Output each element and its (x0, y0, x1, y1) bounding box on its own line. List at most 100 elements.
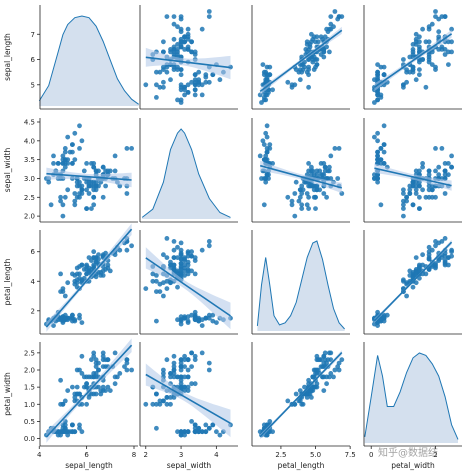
data-point (98, 391, 104, 397)
data-point (270, 87, 275, 93)
data-point (413, 255, 419, 260)
data-point (318, 161, 324, 166)
data-point (378, 318, 384, 324)
y-tick-label: 3.5 (24, 156, 35, 164)
data-point (318, 364, 324, 369)
data-point (175, 284, 180, 290)
data-point (442, 258, 448, 263)
data-point (168, 280, 173, 286)
data-point (410, 274, 416, 280)
data-point (296, 69, 302, 75)
panel-sepal_length-vs-sepal_width (139, 5, 238, 110)
data-point (175, 255, 180, 260)
data-point (261, 95, 267, 100)
data-point (171, 14, 177, 19)
data-point (100, 364, 106, 369)
data-point (84, 374, 89, 380)
data-point (178, 247, 184, 253)
data-point (264, 123, 270, 129)
data-point (72, 429, 78, 435)
data-point (62, 429, 68, 435)
data-point (199, 26, 205, 32)
data-point (150, 278, 156, 284)
data-point (206, 243, 212, 249)
data-point (178, 377, 184, 383)
data-point (171, 21, 177, 27)
data-point (336, 360, 342, 366)
data-point (429, 49, 435, 55)
data-point (171, 67, 177, 72)
data-point (100, 350, 106, 356)
data-point (192, 79, 198, 85)
data-point (404, 194, 409, 200)
regression-line (374, 167, 452, 187)
data-point (84, 384, 89, 390)
data-point (91, 202, 97, 208)
data-point (426, 168, 432, 174)
data-point (189, 381, 195, 387)
data-point (189, 419, 195, 424)
data-point (417, 39, 422, 45)
data-point (436, 34, 442, 40)
y-tick-label: 4.0 (24, 137, 35, 145)
y-tick-label: 2 (31, 307, 35, 315)
data-point (449, 39, 454, 45)
data-point (70, 422, 75, 428)
data-point (185, 374, 191, 380)
data-point (199, 247, 205, 253)
data-point (178, 44, 184, 50)
data-point (381, 315, 387, 321)
data-point (433, 67, 438, 72)
data-point (439, 47, 445, 52)
data-point (175, 317, 180, 323)
data-point (77, 425, 82, 431)
data-point (157, 289, 163, 294)
data-point (178, 374, 184, 380)
data-point (124, 357, 130, 363)
data-point (89, 206, 94, 212)
data-point (375, 149, 380, 155)
data-point (417, 206, 422, 212)
data-point (164, 286, 170, 291)
panel-sepal_width-vs-sepal_length (39, 118, 138, 223)
data-point (79, 371, 85, 376)
data-point (77, 146, 82, 151)
y-axis-label-petal_length: petal_length (3, 258, 12, 305)
data-point (300, 401, 306, 407)
data-point (178, 318, 184, 324)
data-point (81, 168, 87, 174)
data-point (433, 146, 438, 151)
data-point (72, 191, 78, 196)
data-point (84, 179, 89, 185)
data-point (164, 278, 170, 284)
data-point (410, 284, 416, 290)
data-point (100, 164, 106, 170)
data-point (72, 398, 78, 404)
data-point (72, 202, 78, 208)
data-point (292, 191, 298, 196)
data-point (378, 64, 384, 70)
data-point (289, 198, 295, 204)
x-tick-label: 4 (214, 451, 219, 459)
data-point (446, 172, 451, 178)
data-point (164, 236, 170, 241)
data-point (321, 172, 327, 178)
data-point (314, 183, 320, 189)
data-point (417, 72, 422, 78)
data-point (320, 47, 325, 52)
data-point (79, 191, 85, 196)
data-point (314, 34, 320, 40)
data-point (420, 26, 425, 32)
data-point (154, 391, 159, 397)
data-point (70, 384, 75, 390)
data-point (168, 395, 173, 400)
data-point (178, 432, 184, 438)
data-point (285, 79, 291, 85)
panel-sepal_width-vs-petal_length (251, 118, 350, 223)
data-point (381, 161, 387, 166)
data-point (296, 198, 302, 204)
kde-line (141, 128, 231, 218)
data-point (72, 273, 78, 278)
data-point (192, 258, 198, 263)
data-point (168, 259, 173, 265)
